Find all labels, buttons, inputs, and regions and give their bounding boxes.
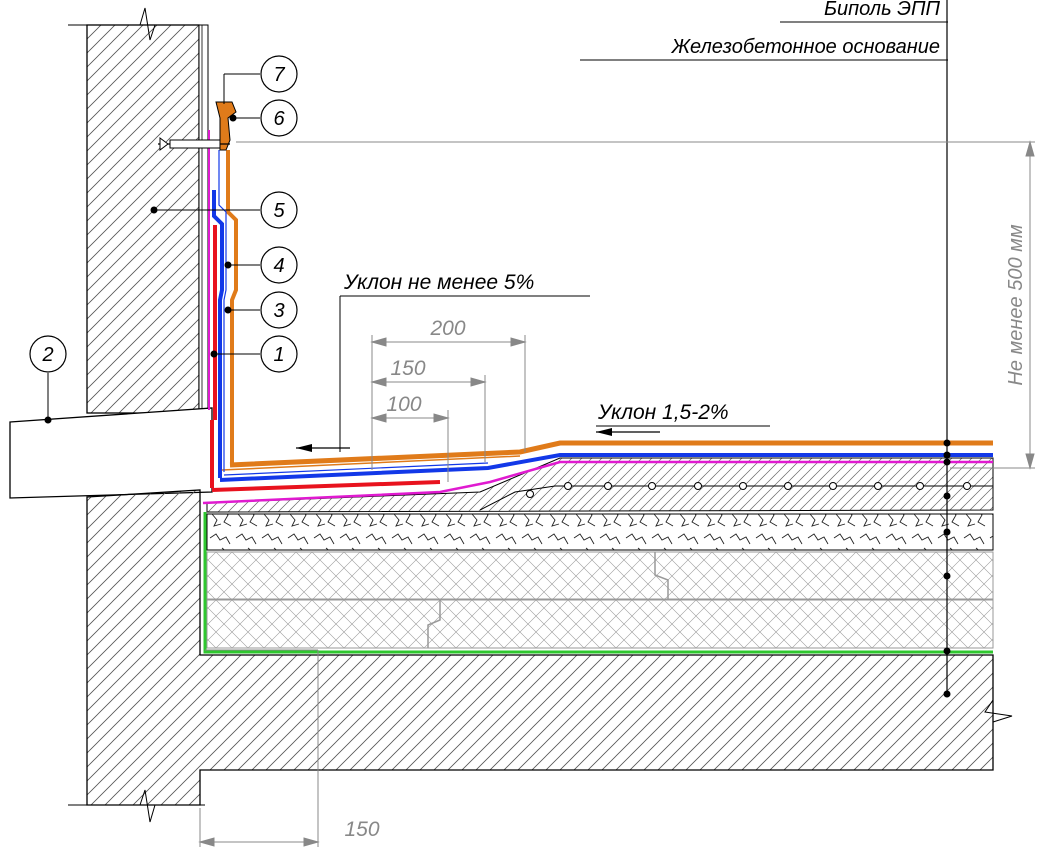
callout-6: 6 [273,108,285,130]
concrete-base [68,489,1013,823]
callout-leaders [44,73,260,424]
top-leaders [580,21,948,61]
reference-dots [943,439,951,698]
dimension-150-top: 150 [390,357,425,380]
callout-circles [29,55,298,373]
edge-flashing [158,101,237,151]
callout-2: 2 [41,344,53,366]
dimension-lines [198,140,1035,847]
dimension-100: 100 [386,393,421,416]
callout-7: 7 [273,64,285,86]
callout-3: 3 [273,300,284,322]
leader-label-bipol: Биполь ЭПП [824,0,941,20]
thermal-insulation [206,551,994,649]
vapour-barrier-line [203,512,993,654]
reinforcement-mesh [526,482,971,498]
dimension-200: 200 [429,317,465,340]
expanded-clay-layer [206,513,994,551]
upturn-membranes [208,130,238,478]
callout-5: 5 [273,200,285,222]
slope-upturn-marker [296,295,590,452]
waterproofing-membranes [202,420,993,505]
callout-1: 1 [273,344,284,366]
parapet-wall-upper [68,7,209,414]
slope-field-label: Уклон 1,5-2% [597,401,729,424]
slope-upturn-label: Уклон не менее 5% [343,271,534,294]
callout-4: 4 [273,255,284,277]
cement-screed [206,457,994,513]
slope-field-marker [596,425,770,436]
drain-pipe [9,407,213,499]
leader-label-concrete-base: Железобетонное основание [671,36,940,58]
dimension-vertical-500: Не менее 500 мм [1005,224,1027,385]
dimension-150-bottom: 150 [344,818,379,841]
